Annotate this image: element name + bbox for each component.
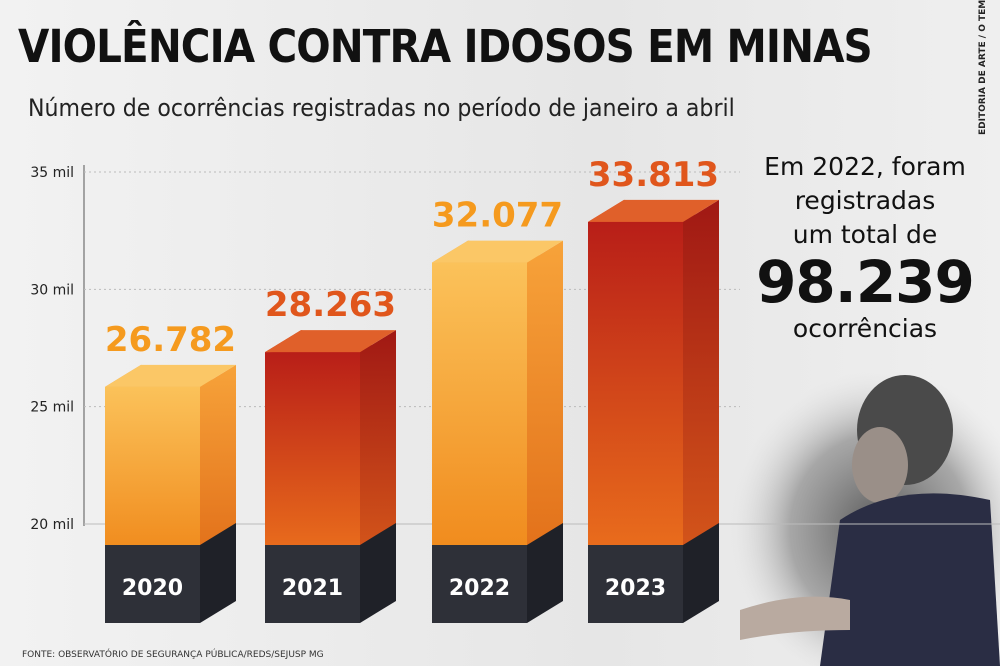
- y-tick-label: 25 mil: [30, 400, 74, 416]
- bar-side: [683, 199, 719, 556]
- bar-side: [360, 330, 396, 555]
- bar-front: [105, 386, 200, 555]
- x-tick-label: 2023: [605, 576, 666, 601]
- bar-base-side: [200, 523, 236, 623]
- y-tick-label: 20 mil: [30, 517, 74, 533]
- bar-top: [588, 199, 719, 222]
- summary-callout: Em 2022, foram registradas um total de 9…: [740, 150, 990, 346]
- bar-2023: 2023 33.813: [588, 155, 719, 623]
- bar-base-front: [432, 545, 527, 623]
- source-note: FONTE: OBSERVATÓRIO DE SEGURANÇA PÚBLICA…: [22, 650, 324, 660]
- bar-2021: 2021 28.263: [265, 285, 396, 623]
- y-tick-label: 30 mil: [30, 282, 74, 298]
- bar-top: [265, 330, 396, 353]
- photo-illustration: [730, 370, 1000, 666]
- bar-front: [432, 262, 527, 555]
- data-label: 32.077: [432, 196, 563, 236]
- bar-2020: 2020 26.782: [105, 320, 236, 623]
- bar-top: [105, 364, 236, 387]
- bar-base-side: [527, 523, 563, 623]
- bar-side: [527, 240, 563, 555]
- page-title: VIOLÊNCIA CONTRA IDOSOS EM MINAS: [18, 20, 873, 73]
- bar-base-front: [588, 545, 683, 623]
- x-tick-label: 2022: [449, 576, 510, 601]
- y-tick-label: 35 mil: [30, 165, 74, 181]
- bar-base-front: [105, 545, 200, 623]
- data-label: 26.782: [105, 320, 236, 360]
- bar-front: [265, 352, 360, 555]
- page-subtitle: Número de ocorrências registradas no per…: [28, 94, 735, 122]
- data-label: 33.813: [588, 155, 719, 195]
- data-label: 28.263: [265, 285, 396, 325]
- bar-top: [432, 240, 563, 263]
- summary-total: 98.239: [756, 248, 975, 316]
- summary-line-2: registradas: [794, 186, 936, 215]
- x-tick-label: 2021: [282, 576, 343, 601]
- bar-base-side: [683, 523, 719, 623]
- bar-front: [588, 221, 683, 556]
- bar-base-front: [265, 545, 360, 623]
- bar-base-side: [360, 523, 396, 623]
- summary-line-1: Em 2022, foram: [764, 152, 966, 181]
- x-tick-label: 2020: [122, 576, 183, 601]
- summary-line-4: ocorrências: [792, 314, 938, 343]
- summary-line-3: um total de: [792, 220, 938, 249]
- bar-2022: 2022 32.077: [432, 196, 563, 623]
- bar-side: [200, 364, 236, 555]
